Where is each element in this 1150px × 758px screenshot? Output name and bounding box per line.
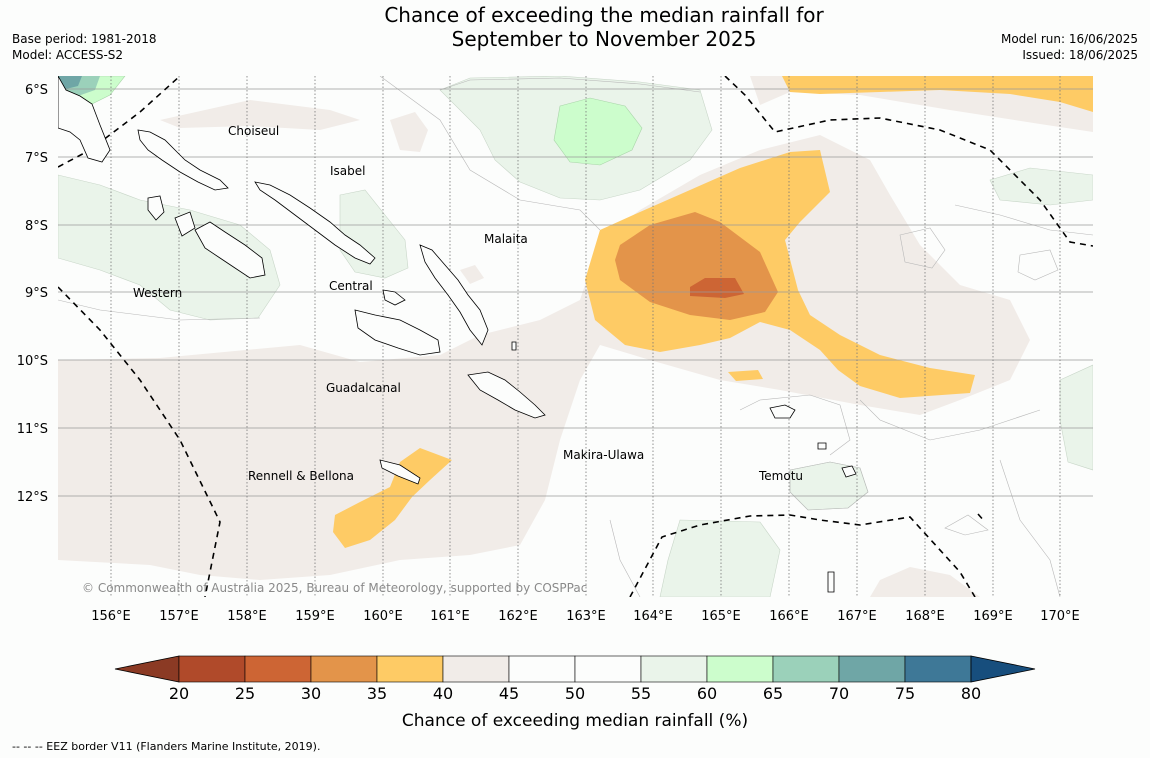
colorbar-segment <box>178 655 246 683</box>
label-choiseul: Choiseul <box>228 124 279 138</box>
colorbar-segment <box>376 655 444 683</box>
lon-label: 157°E <box>159 609 199 624</box>
colorbar-tick-label: 40 <box>433 684 453 703</box>
colorbar-tick-label: 80 <box>961 684 981 703</box>
colorbar-segment <box>706 655 774 683</box>
lat-label: 8°S <box>25 219 48 234</box>
label-isabel: Isabel <box>330 164 365 178</box>
copyright-notice: © Commonwealth of Australia 2025, Bureau… <box>82 581 587 595</box>
lon-label: 168°E <box>905 609 945 624</box>
colorbar-segment <box>244 655 312 683</box>
colorbar-segment <box>442 655 510 683</box>
lon-label: 156°E <box>91 609 131 624</box>
lat-label: 12°S <box>17 490 48 505</box>
colorbar-tick-label: 35 <box>367 684 387 703</box>
label-makira-ulawa: Makira-Ulawa <box>563 448 644 462</box>
contour-lines <box>58 76 1093 597</box>
lon-label: 159°E <box>295 609 335 624</box>
chart-title: Chance of exceeding the median rainfall … <box>300 3 908 51</box>
label-central: Central <box>329 279 373 293</box>
lon-label: 162°E <box>498 609 538 624</box>
colorbar-segment <box>508 655 576 683</box>
lon-label: 166°E <box>769 609 809 624</box>
lon-label: 164°E <box>633 609 673 624</box>
lat-label: 9°S <box>25 286 48 301</box>
colorbar-segment <box>574 655 642 683</box>
colorbar-segment <box>772 655 840 683</box>
title-line-1: Chance of exceeding the median rainfall … <box>384 3 824 27</box>
label-rennell-bellona: Rennell & Bellona <box>248 469 354 483</box>
prob-55-60-regions <box>58 76 1093 597</box>
model-run: Model run: 16/06/2025 <box>1000 32 1138 46</box>
colorbar-label: Chance of exceeding median rainfall (%) <box>402 711 748 731</box>
lat-label: 10°S <box>17 354 48 369</box>
colorbar-tick-labels: 20 25 30 35 40 45 50 55 60 65 70 75 80 <box>169 684 981 703</box>
colorbar-extend-low <box>114 655 180 683</box>
colorbar-tick-label: 75 <box>895 684 915 703</box>
colorbar-segment <box>904 655 972 683</box>
island-coastlines <box>58 76 857 593</box>
latitude-labels: 6°S 7°S 8°S 9°S 10°S 11°S 12°S <box>17 83 48 505</box>
model-name: Model: ACCESS-S2 <box>12 48 124 62</box>
colorbar-tick-label: 55 <box>631 684 651 703</box>
colorbar-tick-label: 50 <box>565 684 585 703</box>
province-labels: Choiseul Isabel Malaita Western Central … <box>133 124 803 483</box>
latitude-gridlines <box>58 88 1093 497</box>
prob-25-30-region <box>690 278 744 298</box>
lat-label: 7°S <box>25 151 48 166</box>
base-period: Base period: 1981-2018 <box>12 32 157 46</box>
prob-35-40-regions <box>333 76 1093 548</box>
colorbar-tick-label: 65 <box>763 684 783 703</box>
colorbar-tick-label: 20 <box>169 684 189 703</box>
lon-label: 158°E <box>227 609 267 624</box>
longitude-labels: 156°E 157°E 158°E 159°E 160°E 161°E 162°… <box>91 609 1080 624</box>
colorbar-tick-label: 30 <box>301 684 321 703</box>
map-panel: Choiseul Isabel Malaita Western Central … <box>58 76 1093 597</box>
colorbar-segment <box>310 655 378 683</box>
lon-label: 163°E <box>566 609 606 624</box>
issued-date: Issued: 18/06/2025 <box>1022 48 1138 62</box>
colorbar-extend-high <box>970 655 1036 683</box>
lon-label: 161°E <box>430 609 470 624</box>
eez-border <box>58 76 1093 597</box>
lon-label: 160°E <box>363 609 403 624</box>
colorbar-tick-label: 70 <box>829 684 849 703</box>
colorbar <box>114 655 1036 683</box>
colorbar-tick-label: 45 <box>499 684 519 703</box>
title-line-2: September to November 2025 <box>451 27 757 51</box>
lon-label: 170°E <box>1040 609 1080 624</box>
colorbar-tick-label: 25 <box>235 684 255 703</box>
colorbar-segment <box>640 655 708 683</box>
label-temotu: Temotu <box>758 469 803 483</box>
colorbar-tick-label: 60 <box>697 684 717 703</box>
label-western: Western <box>133 286 182 300</box>
lon-label: 167°E <box>837 609 877 624</box>
label-guadalcanal: Guadalcanal <box>326 381 401 395</box>
eez-footnote: -- -- -- EEZ border V11 (Flanders Marine… <box>12 740 321 753</box>
lat-label: 11°S <box>17 422 48 437</box>
lon-label: 165°E <box>701 609 741 624</box>
meta-left: Base period: 1981-2018 Model: ACCESS-S2 <box>12 31 157 63</box>
colorbar-segment <box>838 655 906 683</box>
lat-label: 6°S <box>25 83 48 98</box>
label-malaita: Malaita <box>484 232 528 246</box>
meta-right: Model run: 16/06/2025 Issued: 18/06/2025 <box>1001 31 1138 63</box>
lon-label: 169°E <box>973 609 1013 624</box>
